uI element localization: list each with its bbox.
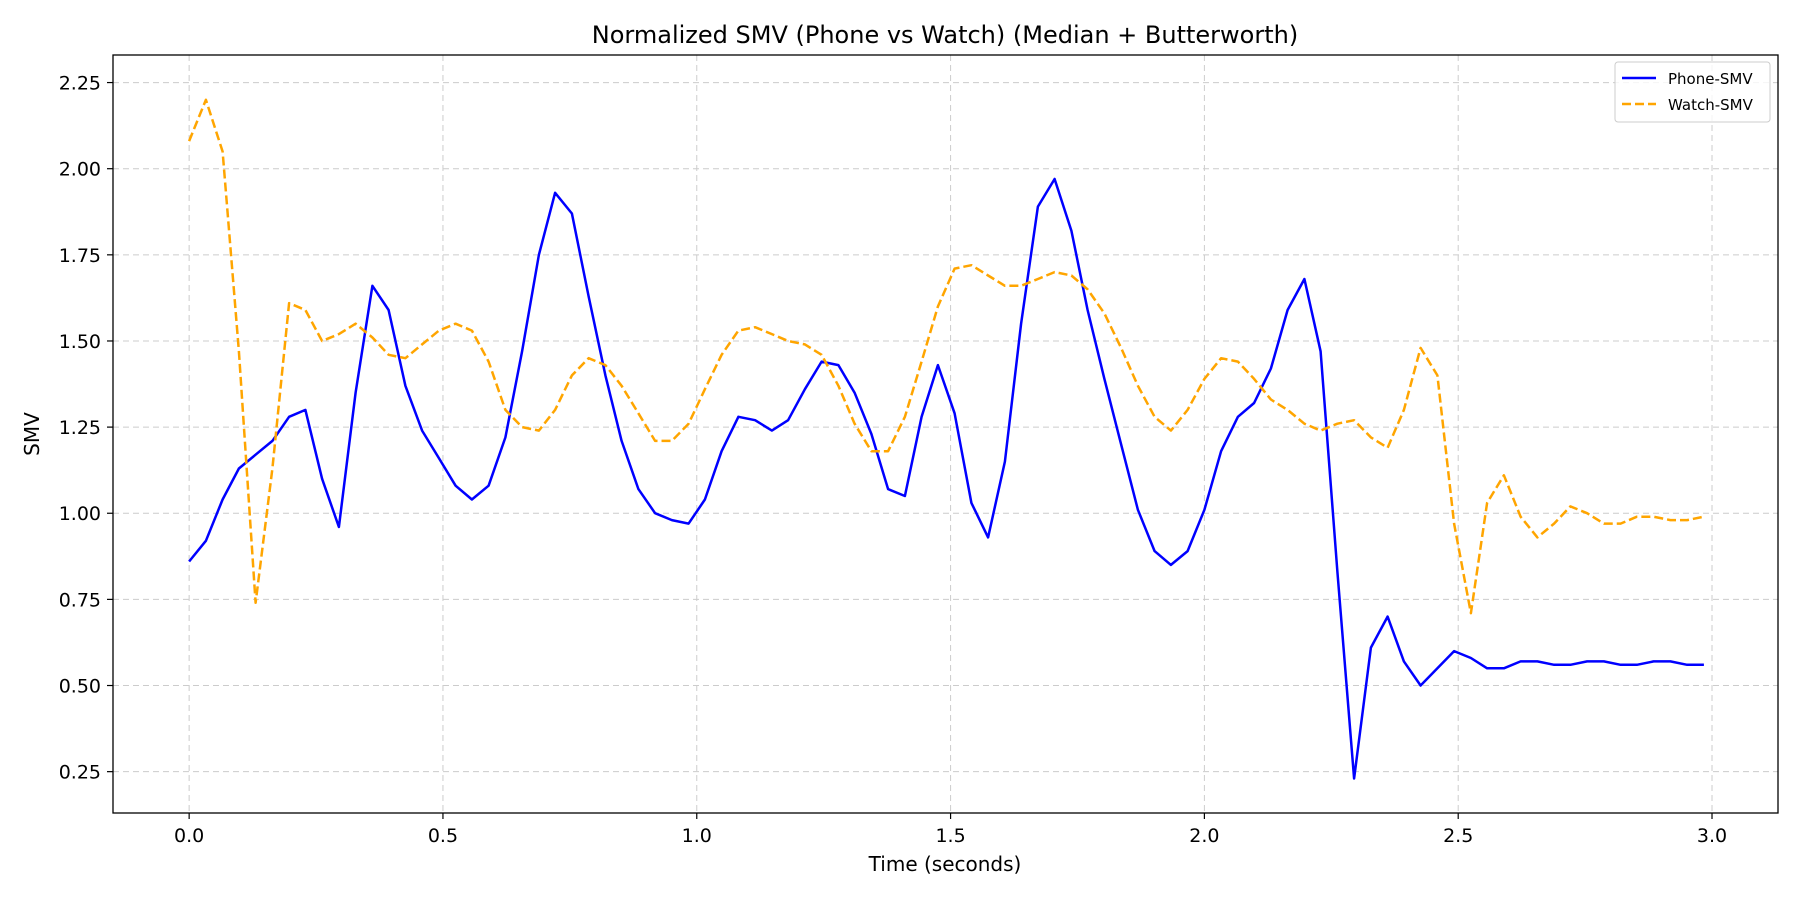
legend: Phone-SMV Watch-SMV [1614, 61, 1771, 123]
y-tick-label: 1.25 [59, 417, 101, 439]
series-line-watch-smv [187, 98, 1705, 615]
x-tick-label: 2.0 [1189, 825, 1219, 847]
y-tick-label: 0.50 [59, 676, 101, 698]
y-axis-label: SMV [20, 412, 44, 456]
series-lines [187, 98, 1705, 780]
x-tick-label: 1.5 [935, 825, 965, 847]
y-tick-label: 0.75 [59, 589, 101, 611]
y-tick-label: 2.00 [59, 159, 101, 181]
y-tick-label: 1.50 [59, 331, 101, 353]
plot-frame [112, 54, 1779, 814]
legend-label-watch-smv: Watch-SMV [1668, 96, 1754, 114]
legend-label-phone-smv: Phone-SMV [1668, 70, 1753, 88]
y-axis-ticks: 0.25 0.50 0.75 1.00 1.25 1.50 1.75 2.00 2.25 [59, 73, 113, 784]
x-tick-label: 2.5 [1443, 825, 1473, 847]
y-tick-label: 1.75 [59, 245, 101, 267]
x-tick-label: 3.0 [1697, 825, 1727, 847]
x-tick-label: 0.5 [428, 825, 458, 847]
x-axis-ticks: 0.0 0.5 1.0 1.5 2.0 2.5 3.0 [174, 813, 1727, 847]
x-tick-label: 1.0 [682, 825, 712, 847]
chart-title: Normalized SMV (Phone vs Watch) (Median … [592, 21, 1298, 49]
y-tick-label: 1.00 [59, 503, 101, 525]
grid-lines [113, 55, 1778, 813]
x-tick-label: 0.0 [174, 825, 204, 847]
y-tick-label: 0.25 [59, 762, 101, 784]
y-tick-label: 2.25 [59, 73, 101, 95]
x-axis-label: Time (seconds) [868, 852, 1022, 876]
series-line-phone-smv [188, 177, 1704, 780]
